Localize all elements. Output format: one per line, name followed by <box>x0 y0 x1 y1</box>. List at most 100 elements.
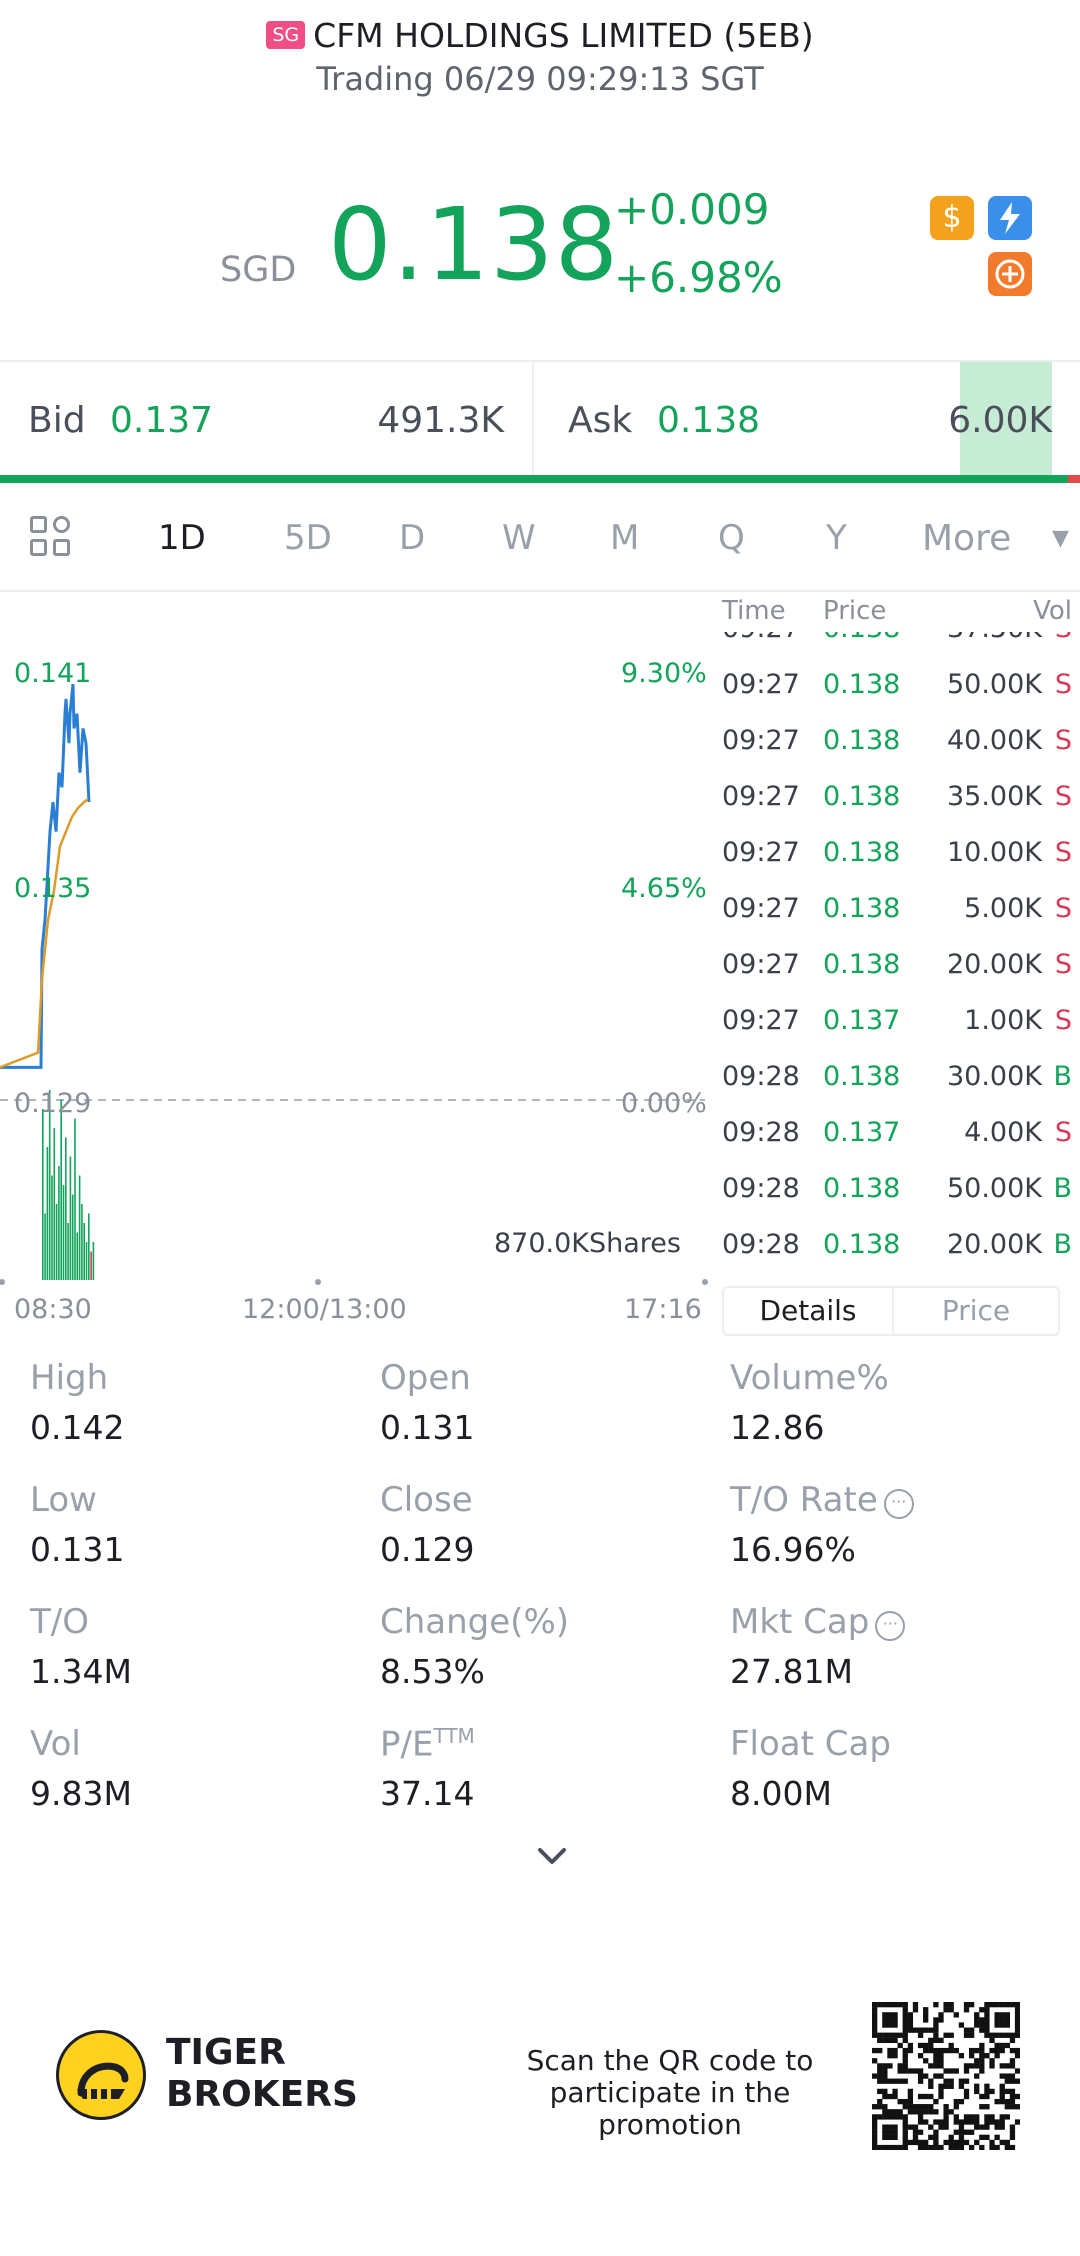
stat-volume-pct-label: Volume% <box>730 1358 889 1398</box>
stat-float-cap-value: 8.00M <box>730 1774 832 1813</box>
stat-to-rate-text: T/O Rate <box>730 1480 878 1520</box>
qr-module <box>882 2037 888 2044</box>
tick-side: S <box>1054 837 1072 868</box>
qr-module <box>989 2139 995 2146</box>
tab-1d[interactable]: 1D <box>158 518 206 558</box>
qr-module <box>994 2053 1000 2059</box>
flash-icon[interactable] <box>988 196 1032 240</box>
qr-module <box>1004 2042 1010 2049</box>
qr-module <box>933 2109 939 2115</box>
tick-row: 09:27 0.138 20.00K S <box>710 949 1080 1005</box>
qr-module <box>963 2078 970 2084</box>
qr-module <box>907 2017 914 2023</box>
qr-module <box>892 2114 898 2120</box>
qr-module <box>963 2088 970 2095</box>
qr-module <box>917 2027 924 2033</box>
tick-volume: 1.00K <box>964 1005 1042 1036</box>
qr-module <box>999 2124 1005 2130</box>
qr-module <box>994 2042 1000 2049</box>
tab-day[interactable]: D <box>399 518 426 558</box>
grid-icon[interactable] <box>30 516 72 558</box>
qr-module <box>882 2068 888 2074</box>
last-price: 0.138 <box>328 186 620 303</box>
tab-year[interactable]: Y <box>826 518 847 558</box>
brand-line-1: TIGER <box>166 2032 286 2073</box>
qr-module <box>1014 2012 1020 2018</box>
qr-module <box>974 2088 980 2095</box>
qr-module <box>963 2119 970 2125</box>
volume-bar <box>60 1099 62 1280</box>
tab-quarter[interactable]: Q <box>718 518 745 558</box>
qr-module <box>892 2078 898 2084</box>
tab-more[interactable]: More <box>922 518 1012 559</box>
qr-module <box>923 2012 929 2018</box>
expand-chevron-icon[interactable] <box>532 1836 572 1876</box>
qr-module <box>897 2078 903 2084</box>
dollar-icon[interactable]: $ <box>930 196 974 240</box>
qr-module <box>938 2017 944 2023</box>
time-axis-mid: 12:00/13:00 <box>242 1294 407 1325</box>
qr-module <box>943 2114 949 2120</box>
qr-module <box>1009 2073 1016 2079</box>
qr-module <box>887 2078 893 2084</box>
market-badge: SG <box>266 21 306 49</box>
promotion-icon[interactable] <box>988 252 1032 296</box>
qr-module <box>907 2109 914 2115</box>
qr-module <box>943 2139 949 2146</box>
price-axis-mid: 0.135 <box>14 873 92 904</box>
qr-module <box>938 2119 944 2125</box>
volume-bar <box>71 1194 74 1280</box>
qr-module <box>938 2053 944 2059</box>
qr-module <box>923 2047 929 2054</box>
qr-module <box>948 2042 954 2049</box>
tick-row: 09:27 0.138 10.00K S <box>710 837 1080 893</box>
more-info-icon[interactable]: ··· <box>875 1611 906 1641</box>
volume-bar <box>48 1090 51 1280</box>
qr-module <box>877 2037 883 2044</box>
qr-module <box>877 2144 883 2150</box>
qr-module <box>933 2002 939 2008</box>
qr-module <box>923 2007 929 2013</box>
qr-module <box>892 2093 898 2100</box>
qr-module <box>902 2053 908 2059</box>
chevron-down-icon[interactable]: ▼ <box>1052 526 1069 551</box>
price-change: +0.009 <box>614 185 770 234</box>
toggle-price[interactable]: Price <box>892 1288 1058 1334</box>
qr-module <box>902 2134 908 2140</box>
stat-to-rate-label: T/O Rate ··· <box>730 1480 914 1520</box>
qr-module <box>887 2134 893 2140</box>
tick-row: 09:28 0.138 30.00K B <box>710 1061 1080 1117</box>
qr-module <box>887 2022 893 2028</box>
qr-module <box>882 2104 888 2110</box>
ask-volume-highlight <box>960 362 1052 480</box>
qr-module <box>897 2002 903 2008</box>
qr-module <box>1014 2078 1020 2084</box>
tick-volume: 35.00K <box>946 781 1042 812</box>
volume-bar <box>55 1204 58 1280</box>
qr-module <box>999 2093 1005 2100</box>
qr-module <box>887 2037 893 2044</box>
qr-module <box>887 2144 893 2150</box>
qr-module <box>928 2124 934 2130</box>
toggle-details[interactable]: Details <box>759 1294 857 1327</box>
qr-module <box>923 2042 929 2049</box>
qr-module <box>882 2017 888 2023</box>
tab-month[interactable]: M <box>610 518 640 558</box>
qr-module <box>974 2124 980 2130</box>
qr-module <box>907 2104 914 2110</box>
intraday-chart[interactable]: 0.141 0.135 0.129 9.30% 4.65% 0.00% 870.… <box>0 600 710 1340</box>
qr-module <box>1004 2139 1010 2146</box>
ask-label: Ask <box>568 400 633 441</box>
stat-mkt-cap-text: Mkt Cap <box>730 1602 870 1642</box>
qr-module <box>933 2119 939 2125</box>
qr-module <box>994 2017 1000 2023</box>
qr-module <box>994 2032 1000 2038</box>
qr-module <box>872 2139 878 2146</box>
time-and-sales-list[interactable]: Time Price Vol 09:270.13837.50KS09:270.1… <box>710 596 1080 1276</box>
qr-module <box>928 2063 934 2069</box>
tab-week[interactable]: W <box>502 518 536 558</box>
tab-5d[interactable]: 5D <box>284 518 332 558</box>
more-info-icon[interactable]: ··· <box>883 1489 914 1519</box>
qr-module <box>902 2114 908 2120</box>
qr-module <box>963 2032 970 2038</box>
